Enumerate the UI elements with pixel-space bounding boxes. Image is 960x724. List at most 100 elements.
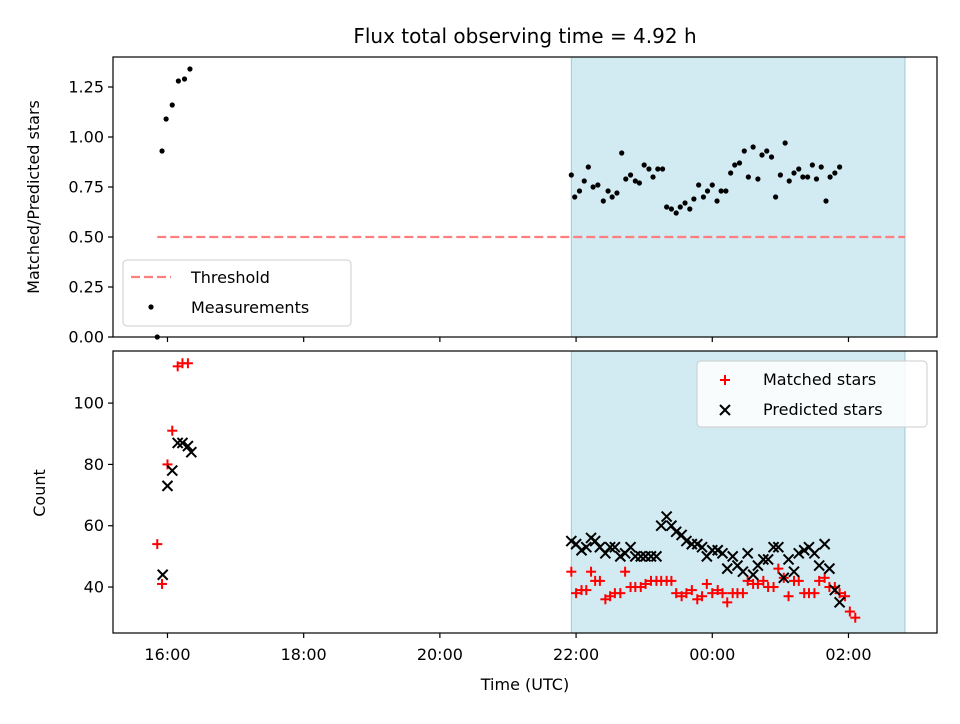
bottom-y-axis-label: Count xyxy=(30,469,49,517)
measurement-point xyxy=(777,172,783,178)
matched-stars-point xyxy=(157,578,168,589)
predicted-stars-point-b xyxy=(829,584,841,596)
bottom-x-tick-label: 22:00 xyxy=(553,645,599,664)
predicted-stars-point-b xyxy=(803,541,815,553)
predicted-stars-point xyxy=(182,440,194,452)
measurement-point xyxy=(809,162,815,168)
measurement-point xyxy=(568,172,574,178)
predicted-stars-point-b xyxy=(778,572,790,584)
predicted-stars-point xyxy=(772,541,785,553)
measurement-point xyxy=(605,188,611,194)
matched-stars-point xyxy=(586,566,597,577)
matched-stars-point xyxy=(717,588,728,599)
measurement-point xyxy=(823,198,829,204)
top-chart-panel: 0.00 0.25 0.50 0.75 1.00 1.25 Threshold Measure… xyxy=(68,56,938,347)
measurement-point xyxy=(818,164,824,170)
measurement-point xyxy=(813,176,820,182)
matched-stars-point xyxy=(681,588,692,599)
measurement-point xyxy=(773,194,779,200)
measurement-point xyxy=(627,172,634,178)
measurement-point xyxy=(696,182,702,188)
measurement-point xyxy=(581,178,587,184)
predicted-stars-point xyxy=(788,565,800,578)
measurement-point xyxy=(595,182,601,188)
predicted-stars-point-b xyxy=(670,526,682,538)
matched-stars-point xyxy=(697,591,708,602)
legend-matched-label: Matched stars xyxy=(763,370,876,389)
measurement-point xyxy=(800,174,806,180)
predicted-stars-point-b xyxy=(808,547,821,560)
measurement-point xyxy=(687,206,693,212)
matched-stars-point xyxy=(850,612,861,623)
bottom-y-tick-label: 60 xyxy=(84,516,104,535)
matched-stars-point xyxy=(666,575,677,586)
predicted-stars-point xyxy=(757,553,770,566)
predicted-stars-point-b xyxy=(624,541,637,553)
predicted-stars-point-b xyxy=(655,520,667,532)
measurement-point xyxy=(759,152,765,158)
predicted-stars-point-b xyxy=(793,547,805,560)
measurement-point xyxy=(796,166,802,172)
matched-stars-point xyxy=(581,585,592,596)
bottom-x-tick-label: 00:00 xyxy=(689,645,735,664)
predicted-stars-point xyxy=(737,565,749,578)
predicted-stars-point-b xyxy=(721,562,733,575)
matched-stars-point xyxy=(640,578,651,589)
matched-stars-point xyxy=(814,575,825,586)
predicted-stars-point-b xyxy=(731,559,744,572)
measurement-point xyxy=(732,162,738,168)
matched-stars-point xyxy=(162,459,173,470)
measurement-point xyxy=(764,148,770,154)
predicted-stars-point-b xyxy=(580,541,592,553)
measurement-point xyxy=(709,182,715,188)
measurement-point xyxy=(786,178,792,184)
measurement-point xyxy=(745,174,751,180)
bottom-y-tick-label: 40 xyxy=(84,578,104,597)
predicted-stars-point-b xyxy=(788,565,800,578)
predicted-stars-point xyxy=(726,550,739,563)
legend-predicted-label: Predicted stars xyxy=(763,400,883,419)
measurement-point xyxy=(718,188,724,194)
measurement-point xyxy=(175,78,181,84)
predicted-stars-point-b xyxy=(176,437,189,449)
predicted-stars-point xyxy=(808,547,821,560)
bottom-y-tick-label: 80 xyxy=(84,455,104,474)
measurement-point xyxy=(585,164,591,170)
matched-stars-point xyxy=(152,539,163,550)
top-chart-title: Flux total observing time = 4.92 h xyxy=(353,24,696,48)
predicted-stars-point xyxy=(171,437,184,449)
predicted-stars-point xyxy=(813,559,825,572)
predicted-stars-point xyxy=(747,569,759,581)
predicted-stars-point-b xyxy=(185,446,198,458)
bottom-x-tick-label: 20:00 xyxy=(417,645,463,664)
legend-measurements-label: Measurements xyxy=(191,298,309,317)
measurement-point xyxy=(714,198,720,204)
measurement-point xyxy=(646,166,652,172)
bottom-legend: Matched stars Predicted stars xyxy=(696,360,928,428)
predicted-stars-point-b xyxy=(182,440,194,452)
measurement-point xyxy=(572,194,578,200)
predicted-stars-point-b xyxy=(609,541,621,553)
measurement-point xyxy=(832,170,838,176)
predicted-stars-point xyxy=(762,553,774,566)
matched-stars-point xyxy=(840,591,851,602)
legend-measurements-swatch xyxy=(148,304,154,310)
bottom-x-tick-label: 02:00 xyxy=(825,645,871,664)
matched-stars-point xyxy=(783,591,794,602)
legend-box xyxy=(696,360,928,428)
predicted-stars-point xyxy=(833,596,846,609)
measurement-point xyxy=(619,150,625,156)
measurement-point xyxy=(782,140,788,146)
predicted-stars-point xyxy=(670,526,682,538)
matched-stars-point xyxy=(671,588,682,599)
top-axes-frame xyxy=(112,56,938,338)
measurement-point xyxy=(827,174,833,180)
measurement-point xyxy=(664,204,670,210)
bottom-chart-panel: 40 60 80 100 16:00 18:00 20:00 22:00 00:00 02:00 M… xyxy=(73,350,938,664)
top-y-tick-label: 1.00 xyxy=(68,128,104,147)
measurement-point xyxy=(673,210,679,216)
predicted-stars-point-b xyxy=(813,559,825,572)
predicted-stars-point xyxy=(635,550,647,563)
predicted-stars-point-b xyxy=(823,562,836,575)
